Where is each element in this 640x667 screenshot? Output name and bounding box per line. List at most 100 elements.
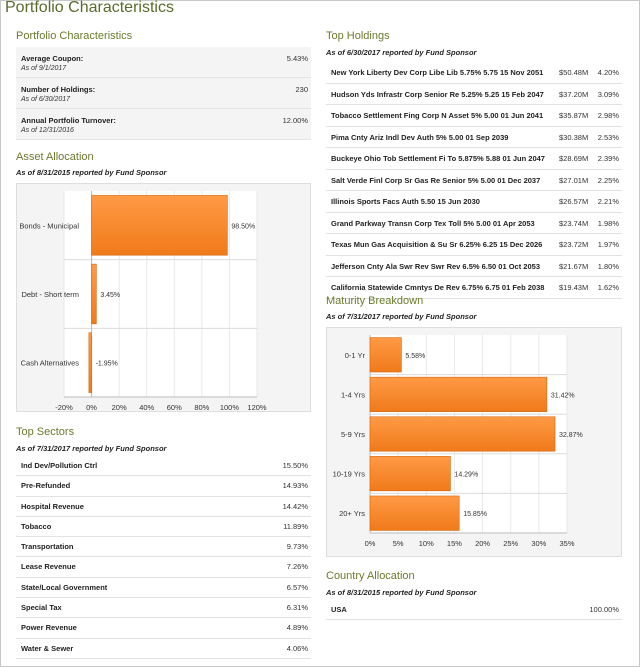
holding-percent: 1.80% [597, 261, 619, 271]
asset-category-label: Bonds - Municipal [19, 221, 79, 230]
holding-value: $28.69M [559, 154, 589, 163]
portfolio-turnover-row: Annual Portfolio Turnover: 12.00% As of … [16, 109, 311, 140]
sector-name: Transportation [21, 542, 74, 552]
holding-row: Pima Cnty Ariz Indl Dev Auth 5% 5.00 01 … [326, 127, 622, 148]
average-coupon-asof: As of 9/1/2017 [21, 65, 67, 72]
holding-percent: 2.98% [597, 111, 619, 120]
maturity-tick-label: 30% [531, 539, 546, 548]
holding-percent: 2.39% [597, 154, 619, 163]
average-coupon-label: Average Coupon: [21, 54, 84, 63]
holding-name: Pima Cnty Ariz Indl Dev Auth 5% 5.00 01 … [331, 132, 509, 142]
holding-value: $30.38M [559, 132, 589, 142]
country-allocation-heading: Country Allocation [326, 570, 415, 582]
sector-row: Tobacco 11.89% [16, 517, 311, 538]
country-name: USA [331, 605, 347, 614]
top-sectors-asof: As of 7/31/2017 reported by Fund Sponsor [16, 444, 167, 453]
maturity-bar [369, 495, 460, 531]
sector-name: State/Local Government [21, 582, 108, 592]
holding-value: $35.87M [559, 111, 589, 120]
sector-percent: 4.06% [286, 643, 308, 653]
page-title: Portfolio Characteristics [5, 0, 174, 16]
holding-name: New York Liberty Dev Corp Libe Lib 5.75%… [331, 68, 544, 77]
sector-percent: 9.73% [286, 542, 308, 552]
maturity-data-label: 14.29% [454, 472, 478, 479]
holding-row: Tobacco Settlement Fing Corp N Asset 5% … [326, 105, 622, 127]
holding-percent: 2.53% [597, 132, 619, 142]
holding-row: Illinois Sports Facs Auth 5.50 15 Jun 20… [326, 191, 622, 213]
sector-percent: 14.93% [282, 481, 308, 491]
sector-percent: 7.26% [286, 562, 308, 572]
sector-row: Water & Sewer 4.06% [16, 639, 311, 659]
holding-value: $37.20M [559, 89, 589, 99]
top-sectors-heading: Top Sectors [16, 426, 75, 438]
asset-category-label: Cash Alternatives [21, 359, 80, 368]
maturity-data-label: 5.58% [405, 353, 425, 360]
maturity-category-label: 1-4 Yrs [341, 390, 365, 399]
holding-row: Salt Verde Finl Corp Sr Gas Re Senior 5%… [326, 170, 622, 191]
holding-name: Texas Mun Gas Acquisition & Su Sr 6.25% … [331, 240, 543, 249]
asset-tick-label: 80% [194, 403, 209, 412]
holding-row: New York Liberty Dev Corp Libe Lib 5.75%… [326, 62, 622, 84]
maturity-breakdown-asof: As of 7/31/2017 reported by Fund Sponsor [326, 312, 477, 321]
holding-percent: 3.09% [597, 89, 619, 99]
holding-value: $23.72M [559, 240, 589, 249]
portfolio-turnover-value: 12.00% [282, 116, 308, 125]
number-of-holdings-asof: As of 6/30/2017 [21, 96, 71, 103]
holding-row: Grand Parkway Transn Corp Tex Toll 5% 5.… [326, 213, 622, 234]
portfolio-characteristics-list: Average Coupon: 5.43% As of 9/1/2017 Num… [16, 47, 311, 140]
holding-percent: 1.62% [597, 283, 619, 292]
sector-percent: 4.89% [286, 623, 308, 633]
holding-row: Buckeye Ohio Tob Settlement Fi To 5.875%… [326, 148, 622, 170]
holding-name: California Statewide Cmntys De Rev 6.75%… [331, 283, 545, 292]
top-holdings-heading: Top Holdings [326, 30, 390, 42]
maturity-data-label: 15.85% [463, 511, 487, 518]
asset-allocation-chart: -20% 0% 20% 40% 60% 80% 100% 120% Bonds - Munici… [16, 183, 311, 412]
portfolio-turnover-label: Annual Portfolio Turnover: [21, 116, 116, 125]
maturity-tick-label: 35% [559, 539, 574, 548]
maturity-data-label: 31.42% [551, 392, 575, 399]
holding-value: $19.43M [559, 283, 589, 292]
asset-tick-label: 100% [220, 403, 240, 412]
maturity-tick-label: 10% [419, 539, 434, 548]
average-coupon-value: 5.43% [286, 54, 308, 63]
sector-row: Transportation 9.73% [16, 537, 311, 558]
sector-row: Special Tax 6.31% [16, 598, 311, 619]
asset-bar [88, 332, 92, 393]
holding-name: Salt Verde Finl Corp Sr Gas Re Senior 5%… [331, 175, 541, 185]
asset-bar [91, 195, 228, 256]
maturity-tick-label: 20% [475, 539, 490, 548]
maturity-bar [369, 416, 556, 452]
portfolio-characteristics-heading: Portfolio Characteristics [16, 30, 133, 42]
asset-tick-label: 60% [167, 403, 182, 412]
maturity-category-label: 20+ Yrs [339, 509, 365, 518]
sector-name: Pre-Refunded [21, 481, 71, 491]
portfolio-turnover-asof: As of 12/31/2016 [21, 127, 74, 134]
holding-row: Hudson Yds Infrastr Corp Senior Re 5.25%… [326, 84, 622, 105]
asset-data-label: -1.95% [96, 361, 118, 368]
maturity-category-label: 10-19 Yrs [333, 470, 366, 479]
holding-row: Texas Mun Gas Acquisition & Su Sr 6.25% … [326, 234, 622, 256]
holding-name: Grand Parkway Transn Corp Tex Toll 5% 5.… [331, 218, 535, 228]
holding-row: California Statewide Cmntys De Rev 6.75%… [326, 277, 622, 299]
sector-row: Lease Revenue 7.26% [16, 557, 311, 578]
holding-name: Illinois Sports Facs Auth 5.50 15 Jun 20… [331, 197, 480, 206]
maturity-bar [369, 456, 451, 492]
country-allocation-table: USA 100.00% [326, 600, 622, 620]
sector-name: Tobacco [21, 521, 52, 531]
country-allocation-asof: As of 8/31/2015 reported by Fund Sponsor [326, 588, 477, 597]
asset-tick-label: 0% [86, 403, 97, 412]
top-holdings-table: New York Liberty Dev Corp Libe Lib 5.75%… [326, 62, 622, 299]
maturity-tick-label: 25% [503, 539, 518, 548]
maturity-category-label: 0-1 Yr [345, 351, 366, 360]
average-coupon-row: Average Coupon: 5.43% As of 9/1/2017 [16, 47, 311, 78]
top-holdings-asof: As of 6/30/2017 reported by Fund Sponsor [326, 48, 477, 57]
asset-tick-label: -20% [55, 403, 73, 412]
holding-name: Tobacco Settlement Fing Corp N Asset 5% … [331, 111, 544, 120]
maturity-breakdown-chart: 0% 5% 10% 15% 20% 25% 30% 35% 0-1 Yr 5.58% 1-4 Yrs… [326, 327, 622, 557]
maturity-tick-label: 15% [447, 539, 462, 548]
sector-name: Power Revenue [21, 623, 77, 633]
maturity-tick-label: 0% [365, 539, 376, 548]
maturity-breakdown-svg: 0% 5% 10% 15% 20% 25% 30% 35% 0-1 Yr 5.58% 1-4 Yrs… [333, 335, 583, 548]
maturity-tick-label: 5% [393, 539, 404, 548]
asset-data-label: 3.45% [100, 292, 120, 299]
